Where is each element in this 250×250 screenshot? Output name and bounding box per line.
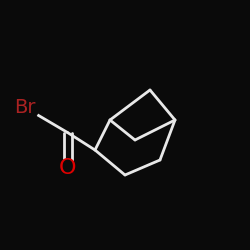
Circle shape (60, 160, 76, 176)
Circle shape (11, 94, 39, 121)
Text: O: O (59, 158, 76, 178)
Text: Br: Br (14, 98, 36, 117)
